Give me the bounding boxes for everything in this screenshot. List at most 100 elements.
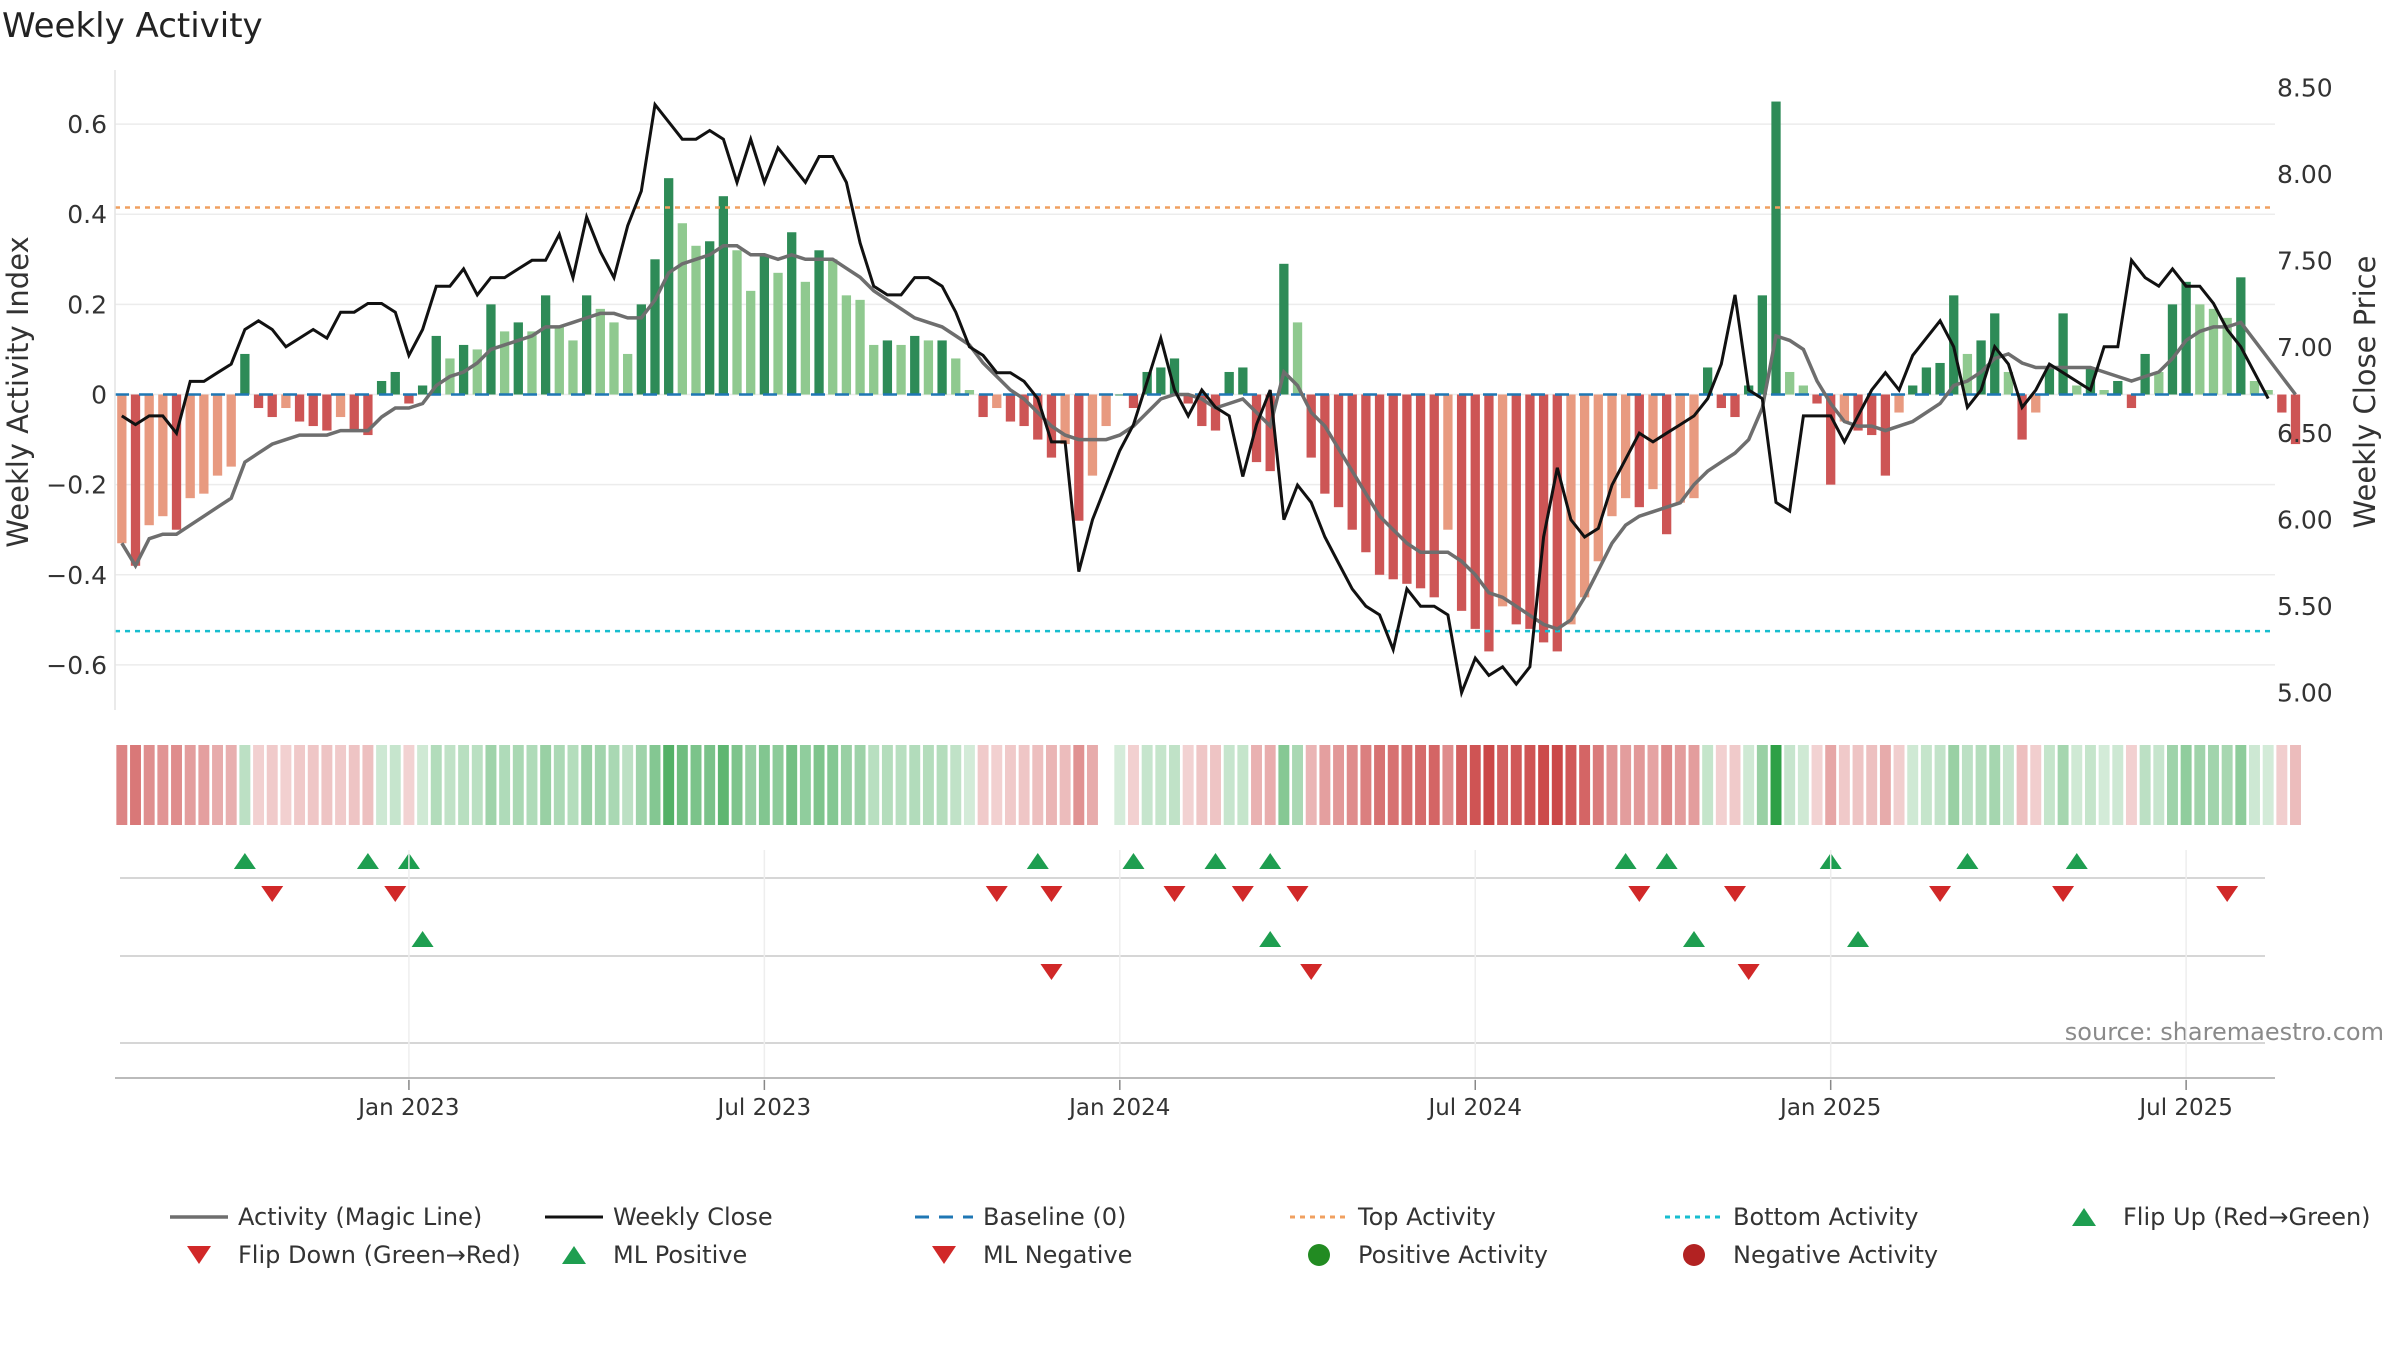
activity-bar: [1538, 394, 1549, 643]
strip-cell: [184, 745, 196, 825]
activity-bar: [2277, 394, 2287, 413]
strip-cell: [1004, 745, 1016, 825]
flip-up-marker: [1026, 853, 1049, 869]
activity-bar: [1402, 394, 1412, 584]
strip-cell: [1620, 745, 1632, 825]
legend-label: Baseline (0): [983, 1203, 1126, 1231]
flip-up-marker: [1122, 853, 1145, 869]
activity-bar: [158, 394, 168, 517]
activity-bar: [1101, 394, 1111, 427]
weekly-close-line: [120, 100, 2270, 699]
activity-bar: [1347, 394, 1357, 530]
activity-bar: [923, 340, 934, 395]
strip-cell: [2016, 745, 2028, 825]
activity-bar: [800, 281, 811, 395]
strip-cell: [1688, 745, 1700, 825]
strip-cell: [1866, 745, 1878, 825]
activity-bar: [1197, 394, 1207, 427]
activity-bar: [1908, 385, 1918, 395]
activity-bar: [2072, 385, 2082, 395]
activity-bar: [1361, 394, 1371, 553]
strip-cell: [786, 745, 798, 825]
activity-bar: [828, 259, 838, 395]
x-tick-label: Jul 2025: [2137, 1095, 2233, 1121]
activity-bar: [2031, 394, 2041, 413]
strip-cell: [1907, 745, 1919, 825]
legend-swatch-flip-down: [187, 1246, 211, 1264]
strip-cell: [403, 745, 415, 825]
strip-cell: [335, 745, 347, 825]
activity-bar: [1415, 394, 1426, 589]
activity-bar: [2085, 367, 2096, 395]
strip-cell: [198, 745, 210, 825]
right-tick-label: 5.00: [2277, 679, 2333, 708]
strip-cell: [2276, 745, 2288, 825]
activity-bar: [267, 394, 277, 418]
activity-bar: [1990, 313, 2000, 395]
legend-label: ML Positive: [613, 1241, 747, 1269]
flip-down-marker: [261, 886, 284, 902]
activity-bar: [472, 349, 482, 395]
activity-bar: [1661, 394, 1672, 535]
legend-label: Top Activity: [1357, 1203, 1496, 1231]
strip-cell: [389, 745, 401, 825]
strip-cell: [758, 745, 770, 825]
strip-cell: [731, 745, 743, 825]
strip-cell: [1989, 745, 2001, 825]
strip-cell: [362, 745, 374, 825]
activity-bar: [896, 344, 906, 395]
flip-down-marker: [1724, 886, 1746, 902]
activity-bar: [1456, 394, 1467, 611]
strip-cell: [294, 745, 306, 825]
activity-bar: [623, 353, 633, 395]
strip-cell: [321, 745, 333, 825]
x-tick-label: Jul 2024: [1426, 1095, 1522, 1121]
ml-positive-marker: [1682, 931, 1705, 947]
flip-up-marker: [1956, 853, 1979, 869]
strip-cell: [157, 745, 169, 825]
strip-cell: [1565, 745, 1577, 825]
activity-bar: [1005, 394, 1016, 422]
activity-bar: [2222, 317, 2232, 395]
activity-bar: [1853, 394, 1863, 431]
strip-cell: [799, 745, 811, 825]
activity-bar: [1320, 394, 1330, 494]
activity-bar: [308, 394, 318, 427]
strip-cell: [840, 745, 852, 825]
left-tick-label: −0.2: [46, 471, 107, 500]
strip-cell: [1538, 745, 1550, 825]
right-tick-label: 8.50: [2277, 73, 2333, 102]
activity-bar: [554, 326, 564, 395]
strip-cell: [1961, 745, 1973, 825]
strip-cell: [1456, 745, 1468, 825]
activity-bar: [1703, 367, 1713, 395]
strip-cell: [1305, 745, 1317, 825]
strip-cell: [895, 745, 907, 825]
activity-bar: [1074, 394, 1084, 521]
flip-down-marker: [1286, 886, 1309, 902]
legend-label: Bottom Activity: [1733, 1203, 1918, 1231]
activity-bar: [199, 394, 209, 494]
strip-cell: [1155, 745, 1167, 825]
strip-cell: [1797, 745, 1809, 825]
strip-cell: [704, 745, 716, 825]
strip-cell: [2249, 745, 2260, 825]
strip-cell: [1319, 745, 1331, 825]
strip-cell: [2084, 745, 2096, 825]
strip-cell: [2208, 745, 2219, 825]
magic-line: [120, 244, 2297, 631]
activity-bar: [1976, 340, 1986, 395]
strip-cell: [253, 745, 265, 825]
strip-cell: [2153, 745, 2165, 825]
activity-bar: [2167, 304, 2178, 395]
strip-cell: [1579, 745, 1591, 825]
activity-bar: [117, 394, 127, 544]
activity-bar: [992, 394, 1002, 409]
activity-bar: [650, 259, 660, 395]
activity-bar: [335, 394, 346, 418]
activity-bar: [2113, 380, 2123, 395]
strip-cell: [458, 745, 470, 825]
strip-cell: [1360, 745, 1372, 825]
strip-cell: [608, 745, 620, 825]
strip-cell: [485, 745, 497, 825]
